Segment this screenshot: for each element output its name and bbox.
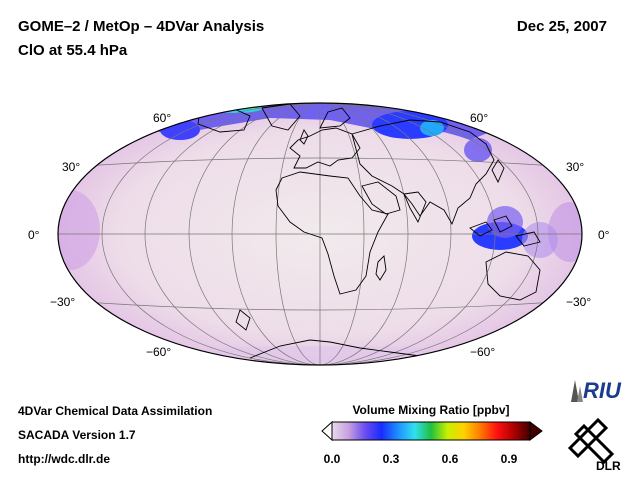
footer-url: http://wdc.dlr.de	[18, 452, 110, 466]
riu-logo: RIU	[571, 378, 622, 403]
dlr-logo-mark-outer	[567, 417, 609, 459]
coastline-britain	[299, 129, 309, 145]
lat-label-right-60n: 60°	[470, 111, 488, 125]
riu-logo-tower	[571, 380, 579, 402]
lat-label-right-60s: −60°	[470, 345, 495, 359]
lat-label-left-60n: 60°	[153, 111, 171, 125]
colorbar-tick-1: 0.3	[382, 452, 400, 466]
colorbar-tick-2: 0.6	[441, 452, 459, 466]
coastline-japan	[491, 159, 505, 184]
colorbar-gradient	[331, 421, 531, 441]
title-line-2: ClO at 55.4 hPa	[18, 42, 128, 59]
dlr-logo-text: DLR	[596, 459, 621, 473]
coastline-madagascar	[375, 255, 387, 281]
coastline-new-guinea	[515, 231, 541, 247]
lat-label-left-30n: 30°	[62, 160, 80, 174]
field-patch-indonesia-halo	[487, 206, 523, 238]
meridian-150	[101, 103, 539, 365]
riu-logo-text: RIU	[583, 378, 622, 403]
colorbar-tick-0: 0.0	[323, 452, 341, 466]
colorbar	[321, 420, 543, 442]
lat-label-left-30s: −30°	[50, 295, 75, 309]
colorbar-arrow-right	[529, 421, 543, 441]
coastlines	[197, 103, 541, 363]
coastline-borneo	[493, 215, 513, 233]
coastline-arabia	[361, 181, 401, 215]
colorbar-arrow-left	[321, 420, 333, 442]
colorbar-title: Volume Mixing Ratio [ppbv]	[352, 403, 510, 417]
title-line-1: GOME–2 / MetOp – 4DVar Analysis	[18, 18, 265, 35]
footer-line-1: 4DVar Chemical Data Assimilation	[18, 404, 213, 418]
lat-label-right-30n: 30°	[566, 160, 584, 174]
meridian-60	[231, 103, 409, 365]
meridian-120	[144, 103, 496, 365]
coastline-scandinavia	[319, 107, 351, 129]
date-label: Dec 25, 2007	[516, 18, 607, 35]
field-patch-west-edge	[58, 190, 100, 270]
coastline-africa	[275, 171, 389, 295]
lat-label-left-0: 0°	[28, 228, 40, 242]
riu-logo-tower-2	[577, 386, 583, 402]
footer-line-2: SACADA Version 1.7	[18, 428, 136, 442]
meridian-30	[275, 103, 365, 365]
dlr-logo: DLR	[567, 417, 621, 473]
coastline-antarctica	[249, 339, 441, 363]
coastline-australia	[485, 251, 541, 301]
field-patch-pacific-east	[522, 222, 558, 258]
coastline-india	[403, 191, 427, 224]
coastline-south-america	[235, 309, 251, 331]
coastline-sumatra	[469, 221, 493, 237]
globe-outline	[57, 102, 583, 366]
lat-label-right-30s: −30°	[566, 295, 591, 309]
dlr-logo-mark-inner	[573, 423, 615, 465]
meridian-90	[188, 103, 452, 365]
field-patch-pacific-blue	[464, 138, 492, 162]
lat-label-left-60s: −60°	[146, 345, 171, 359]
lat-label-right-0: 0°	[598, 228, 610, 242]
coastline-asia	[351, 119, 495, 226]
colorbar-tick-3: 0.9	[500, 452, 518, 466]
